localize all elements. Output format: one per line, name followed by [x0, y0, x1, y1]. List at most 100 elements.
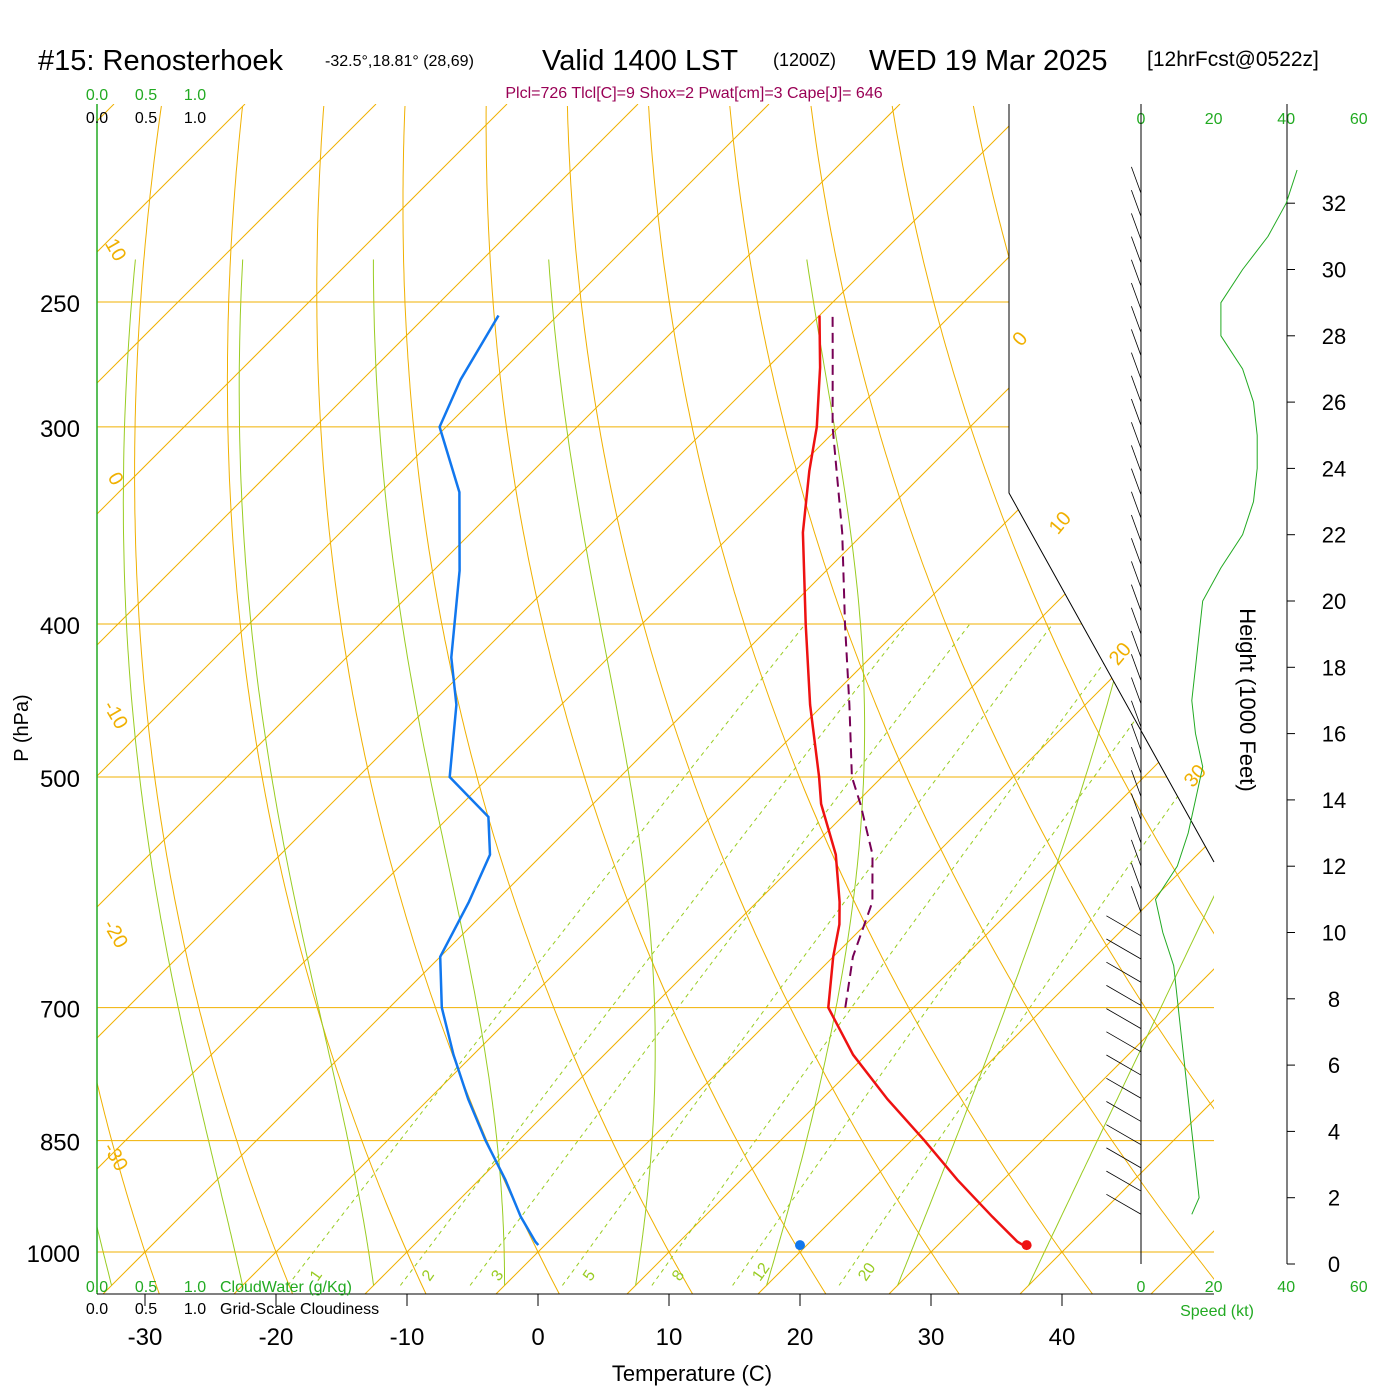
- wind-speed-tick-label-top: 40: [1277, 111, 1295, 128]
- x-tick-label: 30: [918, 1324, 945, 1351]
- dry-adiabat-line: [648, 105, 1093, 1294]
- wind-barb: [1131, 422, 1142, 449]
- wind-barb: [1106, 1193, 1142, 1215]
- wind-barb: [1106, 1124, 1142, 1146]
- height-tick-label: 24: [1322, 456, 1346, 481]
- mixing-ratio-label: 20: [855, 1260, 879, 1284]
- cloudiness-tick-label-top: 0.5: [135, 110, 157, 127]
- sounding-indices: Plcl=726 Tlcl[C]=9 Shox=2 Pwat[cm]=3 Cap…: [505, 85, 882, 102]
- wind-barb: [1131, 607, 1142, 635]
- wind-barb: [1131, 561, 1142, 588]
- wind-barb: [1131, 306, 1142, 333]
- cloudiness-axis-title: Grid-Scale Cloudiness: [220, 1301, 379, 1318]
- mixing-ratio-line: [732, 623, 1206, 1286]
- dry-adiabat-line: [1135, 105, 1214, 1294]
- x-axis-title: Temperature (C): [612, 1361, 772, 1386]
- wind-barb: [1131, 189, 1142, 217]
- cloudiness-tick-label-bottom: 1.0: [184, 1301, 206, 1318]
- isotherm-label: 30: [1180, 761, 1211, 792]
- wind-speed-tick-label-bottom: 20: [1205, 1279, 1223, 1296]
- wind-barb: [1106, 961, 1142, 983]
- height-tick-label: 30: [1322, 258, 1346, 283]
- wind-barb: [1106, 1170, 1142, 1192]
- mixing-ratio-line: [838, 623, 1214, 1286]
- height-tick-label: 6: [1328, 1053, 1340, 1078]
- cloudwater-tick-label-bottom: 0.5: [135, 1279, 157, 1296]
- height-tick-label: 28: [1322, 324, 1346, 349]
- wind-barb: [1131, 816, 1142, 844]
- mixing-ratio-line: [287, 623, 806, 1286]
- isotherm-line: [757, 104, 1214, 1294]
- isotherm-line: [364, 104, 1214, 1294]
- wind-barb: [1131, 723, 1142, 751]
- height-tick-label: 32: [1322, 191, 1346, 216]
- forecast-run: [12hrFcst@0522z]: [1147, 48, 1319, 71]
- isotherm-line: [1019, 104, 1214, 1294]
- pressure-tick-label: 400: [40, 613, 80, 640]
- moist-adiabat-line: [1028, 259, 1214, 1286]
- cloudwater-tick-label-top: 1.0: [184, 87, 206, 104]
- wind-barb: [1131, 166, 1142, 194]
- wind-barb: [1106, 1054, 1142, 1076]
- wind-barb: [1131, 514, 1142, 542]
- dry-adiabat-line: [402, 105, 694, 1294]
- isotherm-line: [495, 104, 1214, 1294]
- isotherm-line: [1150, 104, 1214, 1294]
- wind-speed-tick-label-bottom: 40: [1277, 1279, 1295, 1296]
- height-tick-label: 14: [1322, 788, 1346, 813]
- isotherm-line: [888, 104, 1214, 1294]
- wind-barb: [1131, 654, 1142, 681]
- temperature-profile-line: [801, 315, 1024, 1247]
- wind-barb: [1131, 700, 1142, 728]
- isotherm-line: [97, 104, 901, 1294]
- x-tick-label: 0: [531, 1324, 544, 1351]
- mixing-ratio-label: 12: [749, 1260, 773, 1284]
- wind-barb: [1131, 329, 1142, 356]
- plot-border: [1008, 104, 1215, 863]
- mixing-ratio-line: [561, 623, 1054, 1286]
- dry-adiabat-line: [1054, 105, 1214, 1294]
- cloudiness-tick-label-top: 0.0: [86, 110, 108, 127]
- height-tick-label: 22: [1322, 523, 1346, 548]
- moist-adiabat-line: [548, 259, 656, 1286]
- wind-barb: [1131, 236, 1142, 264]
- x-tick-label: 10: [656, 1324, 683, 1351]
- dry-adiabat-line: [134, 105, 294, 1294]
- wind-speed-tick-label-bottom: 0: [1137, 1279, 1146, 1296]
- dry-adiabat-line: [810, 105, 1214, 1294]
- wind-barb: [1131, 259, 1142, 287]
- wind-barb: [1131, 770, 1142, 797]
- isotherm-label: 10: [100, 235, 130, 265]
- x-tick-label: -10: [390, 1324, 425, 1351]
- surface-dewpoint-marker: [795, 1240, 805, 1251]
- wind-barb: [1131, 491, 1142, 519]
- x-tick-label: -20: [259, 1324, 294, 1351]
- wind-barb: [1131, 375, 1142, 403]
- cloudiness-tick-label-bottom: 0.0: [86, 1301, 108, 1318]
- height-tick-label: 8: [1328, 987, 1340, 1012]
- wind-barb: [1106, 1031, 1142, 1053]
- pressure-tick-label: 300: [40, 416, 80, 443]
- valid-date: WED 19 Mar 2025: [869, 45, 1108, 77]
- cloudwater-tick-label-bottom: 0.0: [86, 1279, 108, 1296]
- wind-barb: [1131, 677, 1142, 704]
- moist-adiabat-line: [372, 259, 506, 1286]
- height-tick-label: 12: [1322, 854, 1346, 879]
- wind-barb: [1106, 915, 1142, 937]
- parcel-profile-line: [831, 315, 874, 1008]
- isotherm-line: [97, 104, 508, 1294]
- pressure-tick-label: 250: [40, 291, 80, 318]
- dewpoint-profile-line: [438, 314, 540, 1246]
- dry-adiabat-line: [316, 105, 560, 1294]
- pressure-tick-label: 1000: [27, 1241, 80, 1268]
- pressure-tick-label: 850: [40, 1130, 80, 1157]
- pressure-tick-label: 500: [40, 766, 80, 793]
- y-axis-title: P (hPa): [11, 694, 33, 761]
- isotherm-label: -30: [98, 1139, 132, 1175]
- isotherm-label: -20: [98, 916, 132, 952]
- cloudwater-tick-label-bottom: 1.0: [184, 1279, 206, 1296]
- wind-speed-tick-label-top: 20: [1205, 111, 1223, 128]
- wind-barb: [1131, 352, 1142, 380]
- pressure-tick-label: 700: [40, 997, 80, 1024]
